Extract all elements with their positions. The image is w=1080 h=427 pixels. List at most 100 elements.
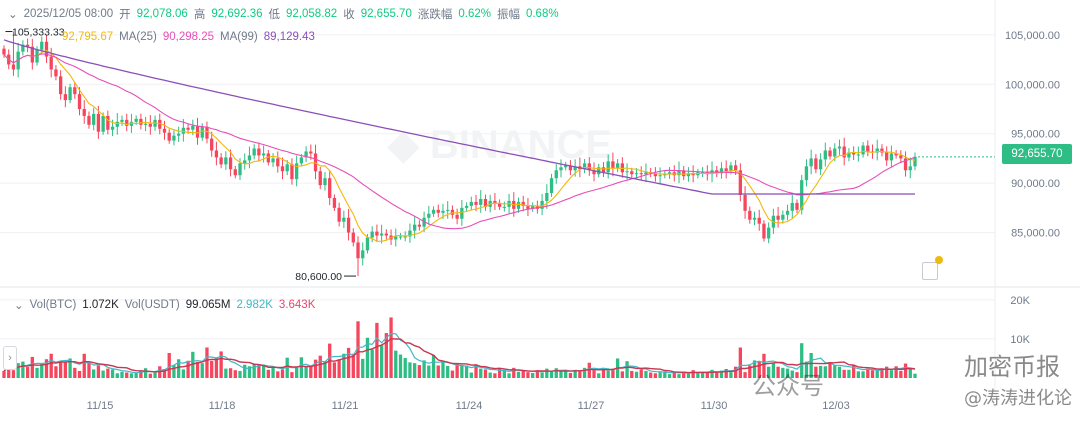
candle-body [686, 173, 691, 177]
amplitude-label: 振幅 [496, 9, 520, 21]
volume-bar [304, 366, 308, 378]
chevron-right-icon[interactable]: › [3, 346, 17, 370]
volume-bar [285, 357, 289, 378]
volume-bar [195, 361, 200, 378]
candle-body [828, 150, 832, 157]
watermark-text-left: 公众号 [752, 372, 824, 400]
candle-body [361, 250, 365, 259]
candle-body [40, 41, 44, 50]
volume-bar [705, 372, 709, 378]
notification-dot [935, 256, 943, 264]
candle-body [21, 44, 25, 52]
volume-bar [842, 369, 846, 378]
volume-bar [804, 361, 809, 378]
candle-body [483, 198, 488, 207]
volume-bar [63, 361, 68, 378]
candle-body [299, 157, 304, 164]
candle-body [889, 153, 894, 161]
candle-body [634, 173, 639, 175]
volume-bar [389, 317, 393, 378]
time-tick-label: 11/21 [332, 400, 359, 412]
volume-bar [417, 365, 422, 378]
volume-bar [861, 371, 865, 378]
volume-bar [512, 367, 516, 378]
candle-body [653, 173, 658, 177]
open-value: 92,078.06 [136, 8, 188, 20]
candle-body [644, 172, 648, 175]
candle-body [667, 172, 672, 175]
price-tick-label: 100,000.00 [1005, 79, 1060, 91]
candle-body [403, 236, 407, 238]
volume-bar [800, 343, 804, 378]
volume-bar [700, 372, 705, 378]
volume-bar [502, 369, 506, 378]
collapse-chevron-icon[interactable]: ⌄ [14, 300, 24, 312]
volume-bar [639, 369, 643, 378]
candle-body [228, 157, 233, 170]
notes-icon[interactable] [922, 262, 938, 280]
volume-bar [455, 363, 459, 378]
volume-bar [25, 367, 30, 378]
candle-body [743, 194, 747, 211]
volume-bar [833, 365, 837, 378]
volume-bar [2, 370, 6, 378]
volume-bar [35, 367, 39, 378]
volume-bar [592, 370, 596, 378]
candle-body [582, 163, 587, 170]
volume-bar [337, 359, 341, 378]
candle-body [885, 152, 889, 161]
volume-bar [653, 373, 658, 378]
ma-legend: 92,795.67 MA(25) 90,298.25 MA(99) 89,129.4… [14, 31, 315, 43]
watermark-brand: @涛涛进化论 [964, 388, 1072, 409]
ma7-value: 92,795.67 [62, 31, 114, 43]
volume-bar [908, 369, 912, 378]
candle-body [101, 115, 105, 132]
candle-body [271, 158, 275, 163]
volume-bar [748, 365, 752, 378]
volume-bar [44, 359, 49, 378]
volume-bar [880, 368, 884, 378]
volume-bar [677, 374, 681, 378]
collapse-chevron-icon[interactable]: ⌄ [8, 9, 18, 21]
volume-bar [507, 373, 511, 378]
change-label: 涨跌幅 [417, 9, 453, 21]
candle-body [894, 153, 898, 156]
volume-bar [658, 372, 662, 378]
candle-body [630, 171, 634, 175]
candle-body [30, 46, 34, 63]
low-value: 92,058.82 [286, 8, 338, 20]
volume-bar [342, 353, 346, 378]
volume-ma-line-2 [3, 338, 916, 374]
volume-bar [115, 373, 119, 378]
volume-bar [436, 365, 440, 378]
vol-ma1-value: 2.982K [236, 299, 273, 311]
time-tick-label: 11/24 [456, 400, 483, 412]
vol-ma2-value: 3.643K [278, 299, 316, 311]
candle-body [82, 108, 86, 116]
candle-body [125, 119, 129, 126]
volume-bar [96, 365, 101, 378]
volume-bar [587, 362, 591, 378]
volume-bar [384, 333, 388, 378]
volume-bar [58, 361, 63, 378]
candle-body [191, 125, 195, 130]
ma7-line [3, 49, 916, 242]
candle-body [554, 170, 558, 179]
candle-body [559, 167, 563, 171]
volume-bar [313, 359, 318, 378]
close-value: 92,655.70 [360, 8, 412, 20]
candle-body [186, 127, 190, 130]
time-tick-label: 11/18 [209, 400, 236, 412]
candle-body [280, 166, 285, 172]
volume-bar [606, 370, 610, 378]
volume-bar [483, 369, 488, 378]
candle-body [304, 151, 308, 158]
volume-bar [691, 370, 695, 378]
candle-body [729, 165, 733, 172]
volume-bar [413, 363, 417, 378]
volume-bar [497, 367, 502, 378]
candle-body [351, 232, 355, 243]
candle-body [252, 148, 256, 156]
